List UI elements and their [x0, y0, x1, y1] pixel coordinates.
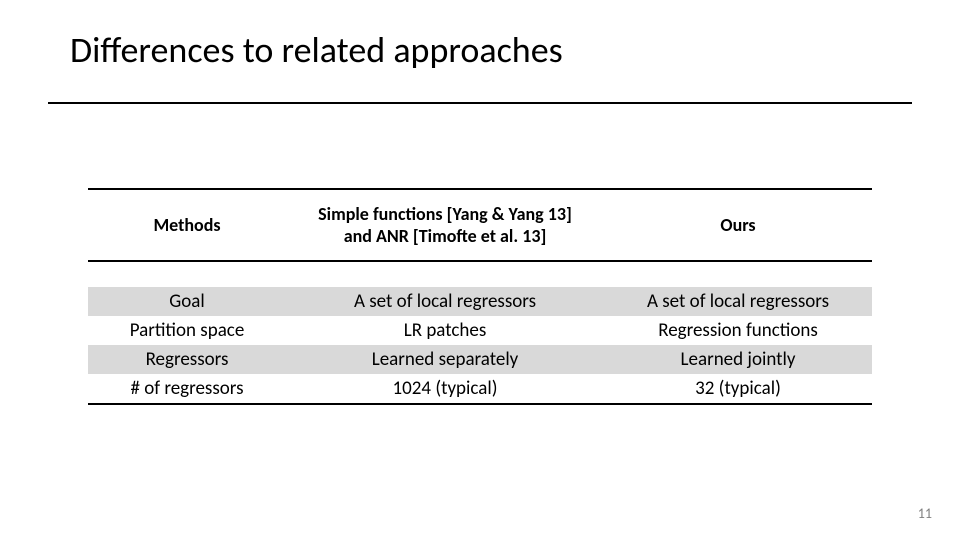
row-label: Partition space — [88, 316, 286, 345]
column-header-ours: Ours — [604, 189, 872, 261]
cell-simple: LR patches — [286, 316, 604, 345]
row-label: Goal — [88, 287, 286, 316]
table-header-row: Methods Simple functions [Yang & Yang 13… — [88, 189, 872, 261]
table-row: # of regressors 1024 (typical) 32 (typic… — [88, 374, 872, 404]
table-spacer-row — [88, 261, 872, 287]
row-label: Regressors — [88, 345, 286, 374]
cell-simple: Learned separately — [286, 345, 604, 374]
page-title: Differences to related approaches — [70, 28, 563, 72]
cell-ours: Learned jointly — [604, 345, 872, 374]
cell-ours: Regression functions — [604, 316, 872, 345]
column-header-simple: Simple functions [Yang & Yang 13]and ANR… — [286, 189, 604, 261]
table-row: Partition space LR patches Regression fu… — [88, 316, 872, 345]
cell-simple: 1024 (typical) — [286, 374, 604, 404]
cell-ours: A set of local regressors — [604, 287, 872, 316]
comparison-table: Methods Simple functions [Yang & Yang 13… — [88, 188, 872, 405]
cell-simple: A set of local regressors — [286, 287, 604, 316]
title-underline — [48, 102, 912, 104]
table-row: Goal A set of local regressors A set of … — [88, 287, 872, 316]
table-row: Regressors Learned separately Learned jo… — [88, 345, 872, 374]
row-label: # of regressors — [88, 374, 286, 404]
column-header-methods: Methods — [88, 189, 286, 261]
page-number: 11 — [918, 505, 932, 522]
cell-ours: 32 (typical) — [604, 374, 872, 404]
